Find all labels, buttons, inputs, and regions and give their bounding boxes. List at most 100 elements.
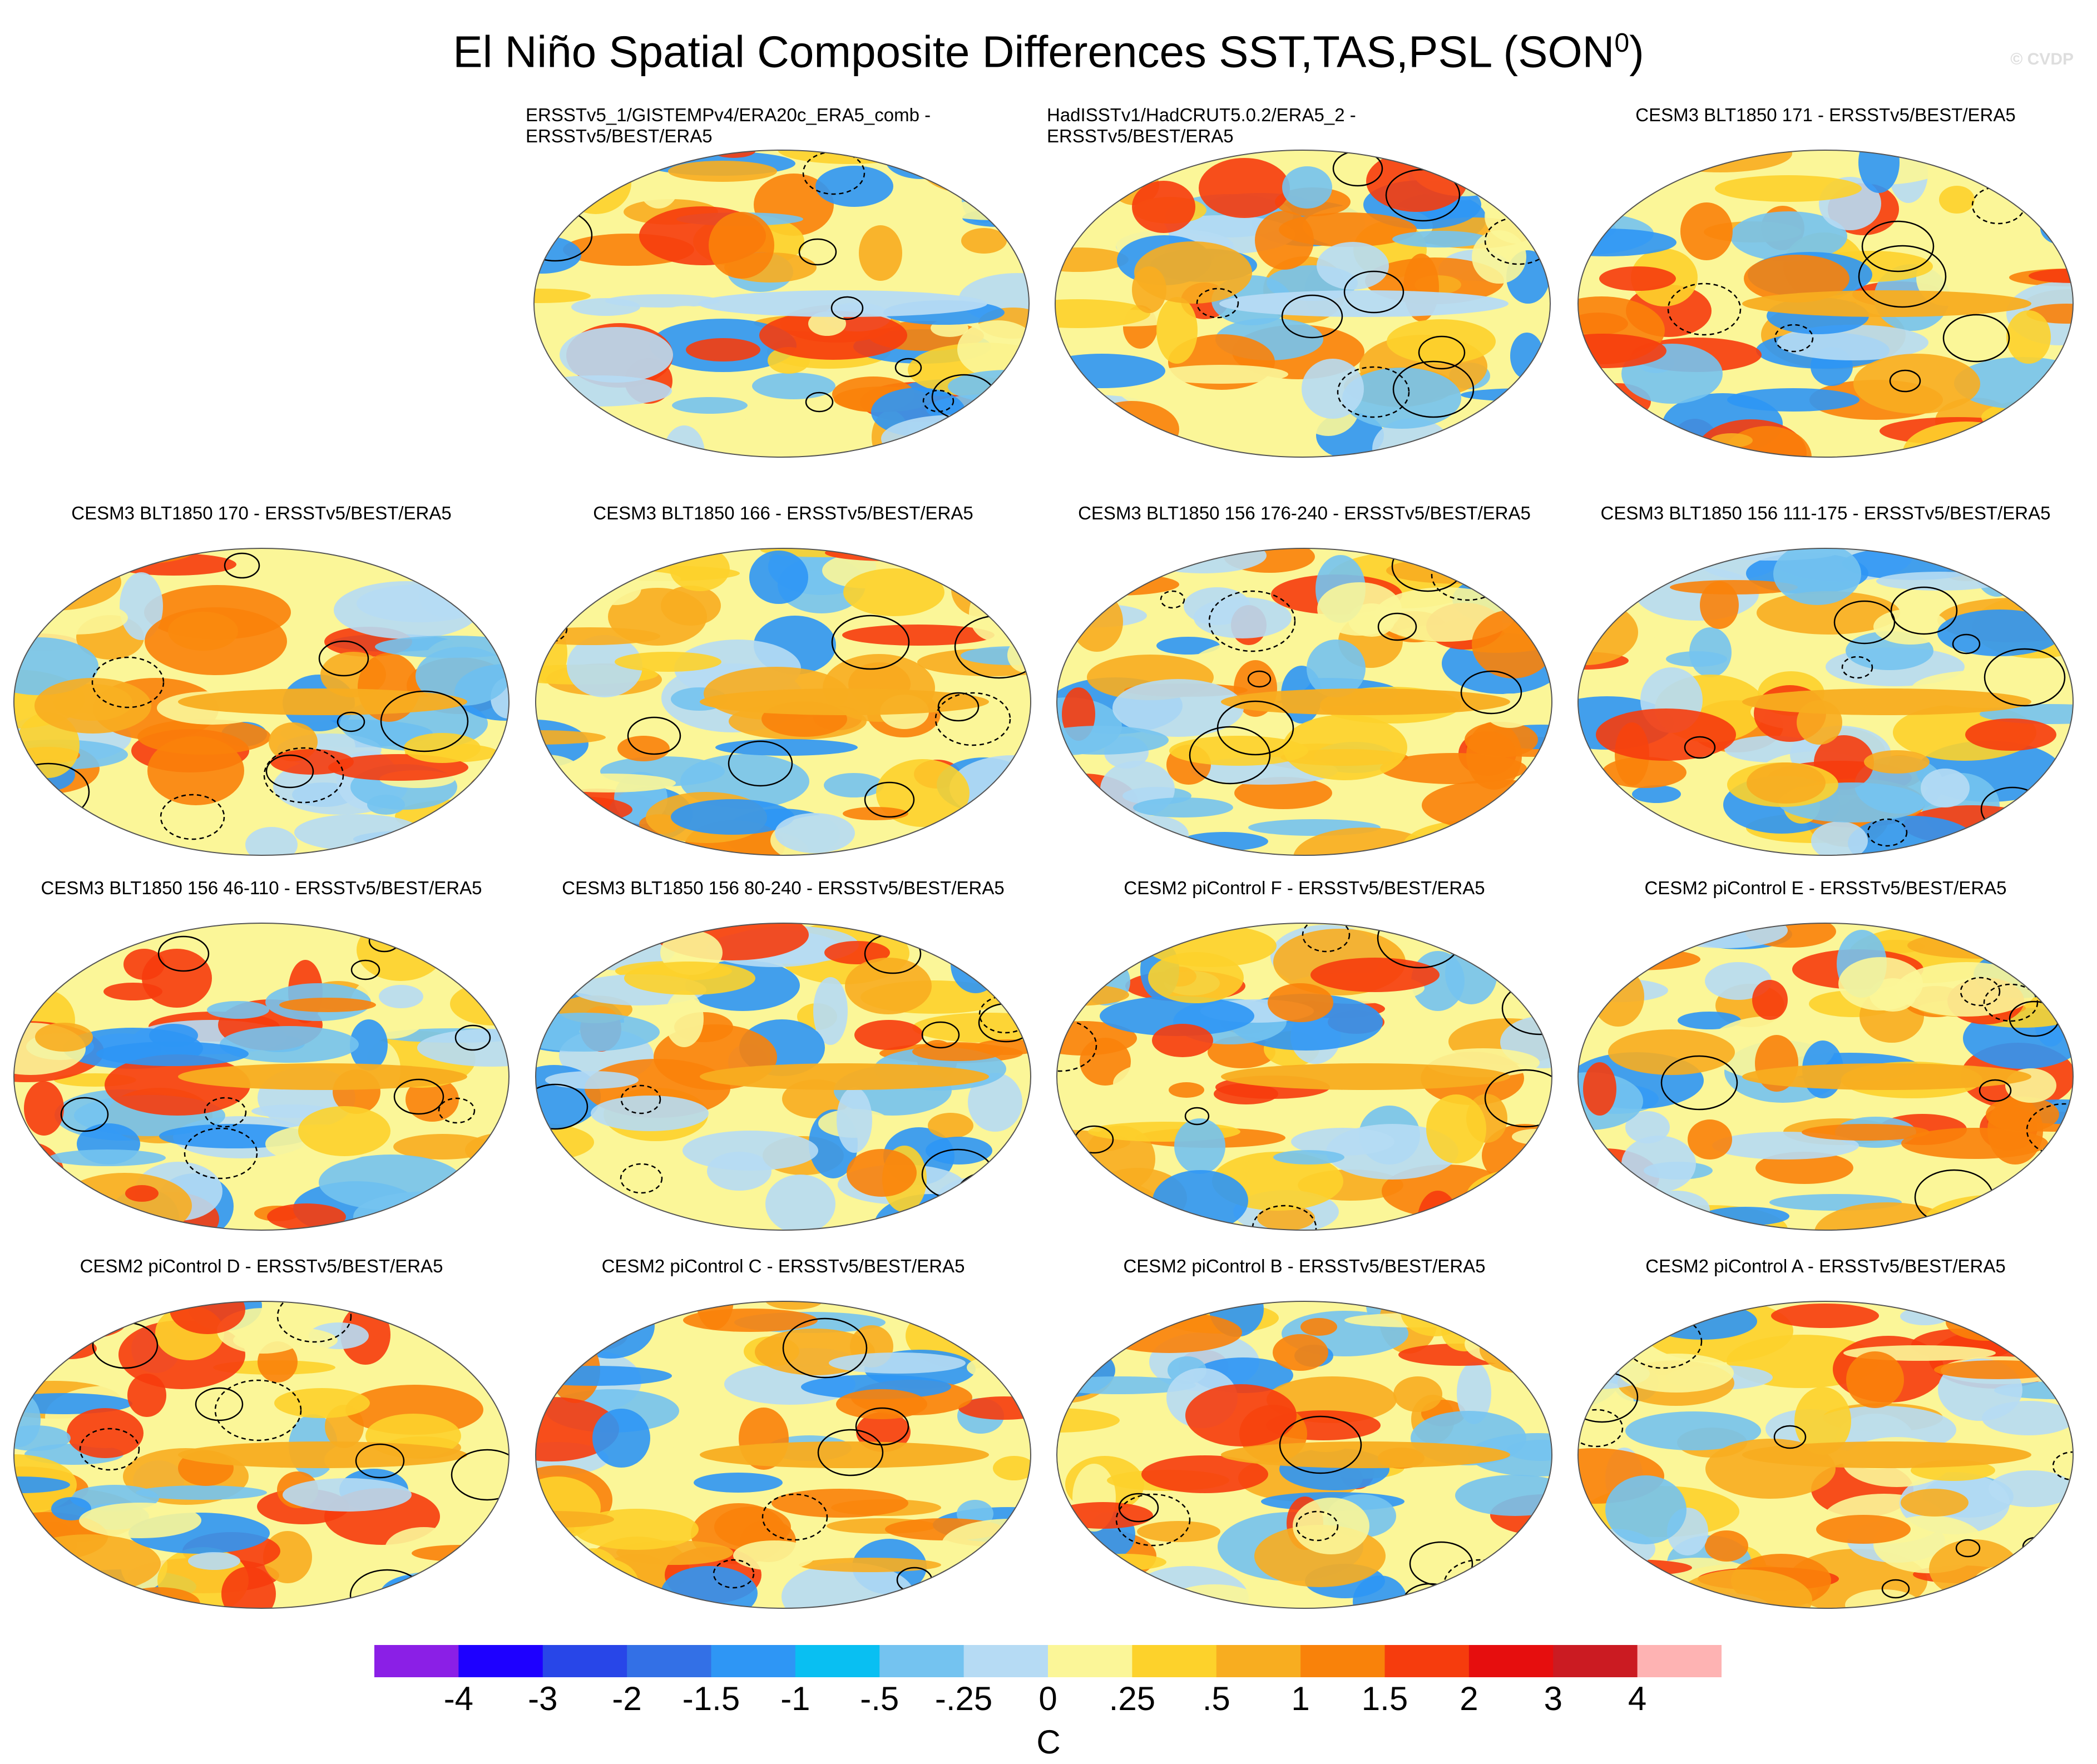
panel-title: CESM2 piControl F - ERSSTv5/BEST/ERA5: [1048, 878, 1560, 899]
colorbar-tick-label: .25: [1109, 1680, 1156, 1717]
panel-title: CESM3 BLT1850 171 - ERSSTv5/BEST/ERA5: [1570, 105, 2081, 126]
panel-title-line1: CESM3 BLT1850 156 111-175 - ERSSTv5/BEST…: [1600, 503, 2051, 523]
map-panel: CESM3 BLT1850 170 - ERSSTv5/BEST/ERA5: [6, 503, 517, 881]
colorbar-tick-label: 0: [1038, 1680, 1057, 1717]
robinson-map: [535, 1301, 1031, 1609]
colorbar-tick-label: 1.5: [1361, 1680, 1408, 1717]
panel-title: CESM3 BLT1850 170 - ERSSTv5/BEST/ERA5: [6, 503, 517, 524]
panel-title: CESM3 BLT1850 156 80-240 - ERSSTv5/BEST/…: [527, 878, 1039, 899]
panel-title-line1: CESM2 piControl F - ERSSTv5/BEST/ERA5: [1124, 878, 1485, 898]
colorbar-swatch: [963, 1645, 1048, 1677]
robinson-map: [1577, 1301, 2074, 1609]
map-panel: CESM2 piControl B - ERSSTv5/BEST/ERA5: [1048, 1256, 1560, 1634]
figure-title: El Niño Spatial Composite Differences SS…: [0, 16, 2097, 80]
robinson-map: [535, 923, 1031, 1231]
colorbar-swatch: [1637, 1645, 1722, 1677]
colorbar-swatch: [1216, 1645, 1301, 1677]
panel-title: CESM2 piControl A - ERSSTv5/BEST/ERA5: [1570, 1256, 2081, 1277]
robinson-map: [1577, 923, 2074, 1231]
panel-title: CESM2 piControl B - ERSSTv5/BEST/ERA5: [1048, 1256, 1560, 1277]
colorbar-swatch: [1468, 1645, 1554, 1677]
map-panel: CESM2 piControl C - ERSSTv5/BEST/ERA5: [527, 1256, 1039, 1634]
figure-title-close: ): [1629, 27, 1644, 77]
panel-title: CESM2 piControl D - ERSSTv5/BEST/ERA5: [6, 1256, 517, 1277]
map-panel: CESM3 BLT1850 156 46-110 - ERSSTv5/BEST/…: [6, 878, 517, 1256]
robinson-map: [13, 548, 510, 856]
panel-title-line1: CESM3 BLT1850 166 - ERSSTv5/BEST/ERA5: [593, 503, 973, 523]
colorbar-swatch: [458, 1645, 543, 1677]
panel-title-line1: CESM3 BLT1850 156 176-240 - ERSSTv5/BEST…: [1078, 503, 1531, 523]
robinson-map: [13, 923, 510, 1231]
colorbar-tick-label: 2: [1460, 1680, 1478, 1717]
panel-title: CESM3 BLT1850 156 46-110 - ERSSTv5/BEST/…: [6, 878, 517, 899]
colorbar-swatch: [627, 1645, 712, 1677]
map-panel: ERSSTv5_1/GISTEMPv4/ERA20c_ERA5_comb - ER…: [526, 105, 1037, 483]
map-panel: CESM2 piControl F - ERSSTv5/BEST/ERA5: [1048, 878, 1560, 1256]
robinson-map: [535, 548, 1031, 856]
panel-title-line1: CESM3 BLT1850 171 - ERSSTv5/BEST/ERA5: [1635, 105, 2016, 125]
colorbar-swatch: [879, 1645, 965, 1677]
panel-title-line1: CESM3 BLT1850 156 46-110 - ERSSTv5/BEST/…: [41, 878, 482, 898]
panel-title-line1: CESM2 piControl C - ERSSTv5/BEST/ERA5: [601, 1256, 965, 1276]
map-panel: CESM2 piControl E - ERSSTv5/BEST/ERA5: [1570, 878, 2081, 1256]
map-panel: HadISSTv1/HadCRUT5.0.2/ERA5_2 - ERSSTv5/B…: [1047, 105, 1559, 483]
colorbar-swatch: [1132, 1645, 1217, 1677]
cvdp-watermark: © CVDP: [2010, 50, 2074, 68]
colorbar-tick-label: .5: [1202, 1680, 1230, 1717]
panel-title: CESM3 BLT1850 156 176-240 - ERSSTv5/BEST…: [1048, 503, 1560, 524]
robinson-map: [1577, 548, 2074, 856]
colorbar-swatch: [795, 1645, 880, 1677]
robinson-map: [533, 150, 1030, 458]
colorbar-tick-label: 3: [1544, 1680, 1562, 1717]
colorbar-swatch: [374, 1645, 459, 1677]
map-panel: CESM3 BLT1850 166 - ERSSTv5/BEST/ERA5: [527, 503, 1039, 881]
panel-title-line2: ERSSTv5/BEST/ERA5: [526, 126, 713, 146]
colorbar-tick-label: -3: [528, 1680, 558, 1717]
panel-title: CESM2 piControl E - ERSSTv5/BEST/ERA5: [1570, 878, 2081, 899]
panel-title-line1: CESM3 BLT1850 170 - ERSSTv5/BEST/ERA5: [71, 503, 452, 523]
map-panel: CESM2 piControl A - ERSSTv5/BEST/ERA5: [1570, 1256, 2081, 1634]
colorbar-tick-label: -2: [612, 1680, 642, 1717]
colorbar-tick-label: -1.5: [682, 1680, 740, 1717]
colorbar: [374, 1645, 1722, 1677]
panel-title-line1: CESM2 piControl B - ERSSTv5/BEST/ERA5: [1123, 1256, 1486, 1276]
colorbar-swatch: [1300, 1645, 1386, 1677]
panel-title: CESM3 BLT1850 156 111-175 - ERSSTv5/BEST…: [1570, 503, 2081, 524]
colorbar-tick-label: 1: [1291, 1680, 1310, 1717]
map-panel: CESM3 BLT1850 156 176-240 - ERSSTv5/BEST…: [1048, 503, 1560, 881]
map-panel: CESM2 piControl D - ERSSTv5/BEST/ERA5: [6, 1256, 517, 1634]
panel-title-line1: HadISSTv1/HadCRUT5.0.2/ERA5_2 -: [1047, 105, 1356, 125]
panel-title: CESM2 piControl C - ERSSTv5/BEST/ERA5: [527, 1256, 1039, 1277]
robinson-map: [1056, 923, 1552, 1231]
colorbar-swatch: [1048, 1645, 1132, 1677]
panel-title-line2: ERSSTv5/BEST/ERA5: [1047, 126, 1234, 146]
robinson-map: [1055, 150, 1551, 458]
panel-title: ERSSTv5_1/GISTEMPv4/ERA20c_ERA5_comb - ER…: [526, 105, 1037, 147]
colorbar-tick-label: -.5: [860, 1680, 899, 1717]
panel-title-line1: CESM2 piControl E - ERSSTv5/BEST/ERA5: [1644, 878, 2007, 898]
panel-title-line1: ERSSTv5_1/GISTEMPv4/ERA20c_ERA5_comb -: [526, 105, 931, 125]
colorbar-units: C: [1036, 1723, 1061, 1761]
colorbar-swatch: [1384, 1645, 1470, 1677]
map-panel: CESM3 BLT1850 171 - ERSSTv5/BEST/ERA5: [1570, 105, 2081, 501]
map-panel: CESM3 BLT1850 156 80-240 - ERSSTv5/BEST/…: [527, 878, 1039, 1256]
robinson-map: [1577, 150, 2074, 458]
panel-title: CESM3 BLT1850 166 - ERSSTv5/BEST/ERA5: [527, 503, 1039, 524]
colorbar-swatch: [542, 1645, 627, 1677]
map-panel: CESM3 BLT1850 156 111-175 - ERSSTv5/BEST…: [1570, 503, 2081, 881]
colorbar-tick-label: 4: [1628, 1680, 1647, 1717]
robinson-map: [1056, 1301, 1552, 1609]
figure-title-text: El Niño Spatial Composite Differences SS…: [453, 27, 1615, 77]
robinson-map: [13, 1301, 510, 1609]
colorbar-tick-label: -.25: [934, 1680, 993, 1717]
panel-title-line1: CESM2 piControl A - ERSSTv5/BEST/ERA5: [1645, 1256, 2006, 1276]
panel-title-line1: CESM2 piControl D - ERSSTv5/BEST/ERA5: [80, 1256, 443, 1276]
panel-title: HadISSTv1/HadCRUT5.0.2/ERA5_2 - ERSSTv5/B…: [1047, 105, 1559, 147]
colorbar-tick-label: -1: [780, 1680, 810, 1717]
colorbar-swatch: [1553, 1645, 1638, 1677]
figure-title-superscript: 0: [1614, 28, 1630, 58]
robinson-map: [1056, 548, 1552, 856]
colorbar-swatch: [711, 1645, 796, 1677]
panel-title-line1: CESM3 BLT1850 156 80-240 - ERSSTv5/BEST/…: [562, 878, 1005, 898]
colorbar-tick-label: -4: [443, 1680, 474, 1717]
